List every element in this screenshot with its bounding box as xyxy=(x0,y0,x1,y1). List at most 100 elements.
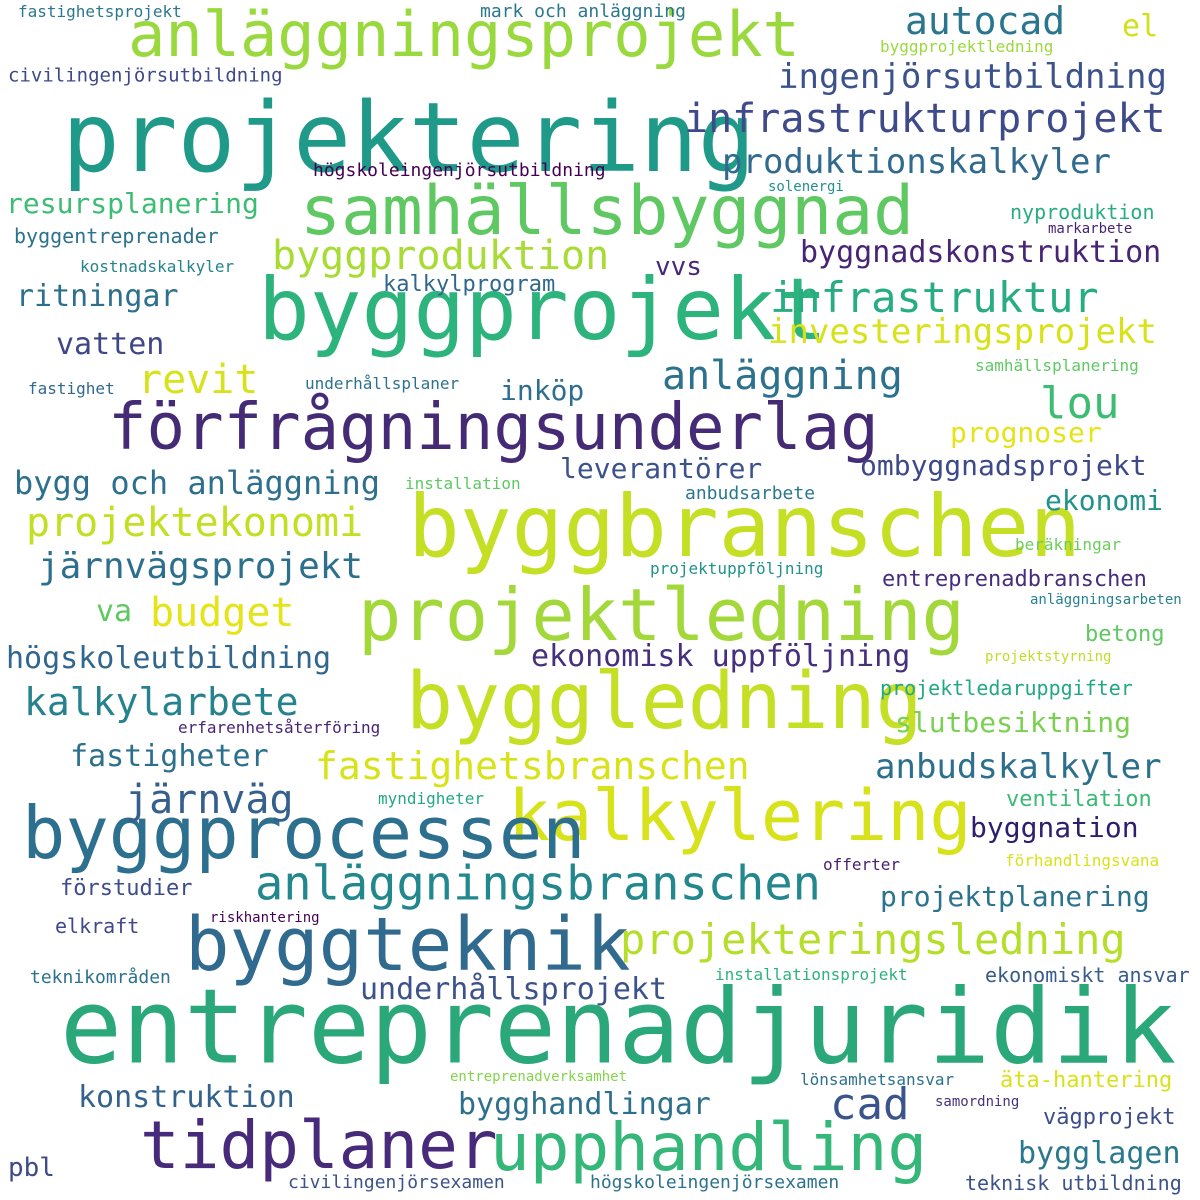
word-byggnadskonstruktion: byggnadskonstruktion xyxy=(800,235,1162,270)
word-byggprojektledning: byggprojektledning xyxy=(880,37,1054,56)
word-byggprocessen: byggprocessen xyxy=(22,791,586,875)
word-infrastruktur: infrastruktur xyxy=(770,273,1099,322)
word-anbudskalkyler: anbudskalkyler xyxy=(875,747,1162,787)
word-resursplanering: resursplanering xyxy=(6,187,259,220)
word-konstruktion: konstruktion xyxy=(78,1080,295,1115)
word-forfragningsunderlag: förfrågningsunderlag xyxy=(108,391,879,465)
word-leverantorer: leverantörer xyxy=(560,452,763,485)
word-byggteknik: byggteknik xyxy=(185,902,631,988)
word-fastigheter: fastigheter xyxy=(70,739,269,774)
word-anlaggningsarbeten: anläggningsarbeten xyxy=(1030,592,1182,608)
word-bygglagen: bygglagen xyxy=(1018,1136,1181,1171)
word-ritningar: ritningar xyxy=(16,279,179,314)
word-betong: betong xyxy=(1085,622,1165,647)
word-underhallsprojekt: underhållsprojekt xyxy=(360,972,668,1007)
word-autocad: autocad xyxy=(905,0,1066,43)
word-berakningar: beräkningar xyxy=(1015,535,1121,554)
word-prognoser: prognoser xyxy=(950,416,1102,449)
word-kostnadskalkyler: kostnadskalkyler xyxy=(80,257,235,276)
word-installation: installation xyxy=(405,474,521,493)
word-el: el xyxy=(1122,9,1159,44)
word-riskhantering: riskhantering xyxy=(210,910,320,926)
word-projektplanering: projektplanering xyxy=(880,880,1150,913)
word-lonsamhetsansvar: lönsamhetsansvar xyxy=(800,1070,955,1089)
word-ingenjorsutbildning: ingenjörsutbildning xyxy=(778,57,1167,97)
word-hogskoleingenjorsutbildning: högskoleingenjörsutbildning xyxy=(313,160,606,181)
word-bygghandlingar: bygghandlingar xyxy=(458,1087,711,1122)
word-vatten: vatten xyxy=(56,327,165,362)
word-elkraft: elkraft xyxy=(55,914,140,938)
word-byggbranschen: byggbranschen xyxy=(408,477,1082,577)
word-erfarenhetsaterforing: erfarenhetsåterföring xyxy=(178,718,381,737)
word-infrastrukturprojekt: infrastrukturprojekt xyxy=(684,96,1166,142)
word-fastighet: fastighet xyxy=(28,379,115,398)
word-markarbete: markarbete xyxy=(1048,221,1133,237)
word-bygg-och-anlaggning: bygg och anläggning xyxy=(14,464,381,502)
word-upphandling: upphandling xyxy=(490,1109,928,1186)
word-projektering: projektering xyxy=(62,82,756,194)
word-entreprenadverksamhet: entreprenadverksamhet xyxy=(450,1069,628,1085)
word-pbl: pbl xyxy=(8,1153,55,1183)
word-fastighetsbranschen: fastighetsbranschen xyxy=(315,744,750,788)
word-projekteringsledning: projekteringsledning xyxy=(620,915,1126,964)
word-ekonomi: ekonomi xyxy=(1045,484,1164,517)
word-installationsprojekt: installationsprojekt xyxy=(715,965,908,984)
word-byggnation: byggnation xyxy=(970,811,1139,844)
word-offerter: offerter xyxy=(823,855,901,874)
word-byggprojekt: byggprojekt xyxy=(258,260,828,360)
word-vagprojekt: vägprojekt xyxy=(1043,1105,1176,1130)
word-forstudier: förstudier xyxy=(60,876,193,901)
word-samhallsplanering: samhällsplanering xyxy=(975,356,1139,375)
word-kalkylering: kalkylering xyxy=(508,775,972,857)
word-revit: revit xyxy=(138,357,259,403)
word-fastighetsprojekt: fastighetsprojekt xyxy=(18,2,182,21)
word-byggledning: byggledning xyxy=(406,657,923,747)
word-projektstyrning: projektstyrning xyxy=(985,649,1112,665)
word-byggproduktion: byggproduktion xyxy=(272,233,610,279)
word-hogskoleutbildning: högskoleutbildning xyxy=(6,641,332,676)
word-budget: budget xyxy=(150,590,295,636)
word-ombyggnadsprojekt: ombyggnadsprojekt xyxy=(860,449,1147,482)
word-projektekonomi: projektekonomi xyxy=(26,500,364,546)
word-hogskoleingenjorsexamen: högskoleingenjörsexamen xyxy=(590,1172,840,1193)
word-entreprenadjuridik: entreprenadjuridik xyxy=(60,967,1177,1088)
word-solenergi: solenergi xyxy=(768,179,844,195)
word-civilingenjorsutbildning: civilingenjörsutbildning xyxy=(8,64,283,87)
word-inkop: inköp xyxy=(500,374,585,407)
word-ventilation: ventilation xyxy=(1006,787,1152,812)
word-underhallsplaner: underhållsplaner xyxy=(305,374,460,393)
word-nyproduktion: nyproduktion xyxy=(1010,200,1155,224)
word-forhandlingsvana: förhandlingsvana xyxy=(1005,851,1160,870)
word-ekonomisk-uppfoljning: ekonomisk uppföljning xyxy=(531,639,911,674)
word-tidplaner: tidplaner xyxy=(140,1107,498,1184)
word-cad: cad xyxy=(830,1079,910,1130)
word-myndigheter: myndigheter xyxy=(378,789,484,808)
word-civilingenjorsexamen: civilingenjörsexamen xyxy=(288,1172,505,1193)
word-jarnvag: järnväg xyxy=(125,777,294,823)
word-anbudsarbete: anbudsarbete xyxy=(685,483,816,504)
word-projektuppfoljning: projektuppföljning xyxy=(650,559,824,578)
word-vvs: vvs xyxy=(655,252,702,282)
word-samordning: samordning xyxy=(935,1094,1020,1110)
word-ata-hantering: äta-hantering xyxy=(1000,1068,1173,1093)
word-entreprenadbranschen: entreprenadbranschen xyxy=(882,567,1147,592)
word-lou: lou xyxy=(1040,378,1120,429)
word-jarnvagsprojekt: järnvägsprojekt xyxy=(38,546,364,587)
word-projektledaruppgifter: projektledaruppgifter xyxy=(880,676,1133,700)
word-projektledning: projektledning xyxy=(358,573,965,657)
word-samhallsbyggnad: samhällsbyggnad xyxy=(300,172,915,251)
word-anlaggningsprojekt: anläggningsprojekt xyxy=(128,0,800,71)
word-anlaggningsbranschen: anläggningsbranschen xyxy=(255,856,821,912)
word-anlaggning: anläggning xyxy=(662,353,903,399)
word-teknikomraden: teknikområden xyxy=(30,967,171,988)
word-ekonomiskt-ansvar: ekonomiskt ansvar xyxy=(985,963,1190,987)
word-teknisk-utbildning: teknisk utbildning xyxy=(965,1171,1182,1195)
word-slutbesiktning: slutbesiktning xyxy=(895,706,1132,739)
word-byggentreprenader: byggentreprenader xyxy=(14,224,219,248)
word-kalkylarbete: kalkylarbete xyxy=(24,680,299,724)
word-produktionskalkyler: produktionskalkyler xyxy=(722,142,1111,182)
word-kalkylprogram: kalkylprogram xyxy=(383,272,556,297)
word-va: va xyxy=(96,594,133,629)
word-mark-och-anlaggning: mark och anläggning xyxy=(480,1,686,22)
